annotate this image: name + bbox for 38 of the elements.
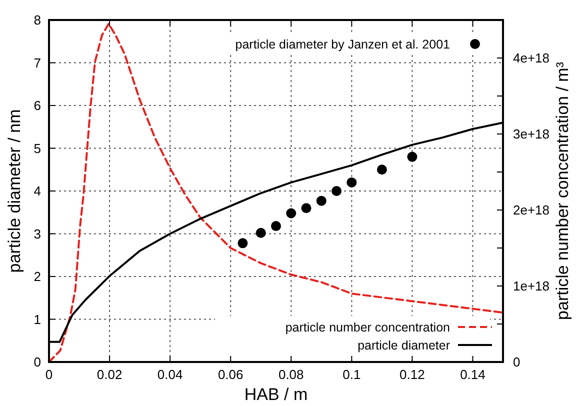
- point: [238, 238, 248, 248]
- point: [301, 203, 312, 214]
- y2-tick-label: 4e+18: [513, 50, 550, 66]
- y-tick-label: 8: [34, 12, 41, 28]
- x-axis-title: HAB / m: [244, 385, 308, 404]
- legend-label: particle diameter by Janzen et al. 2001: [235, 37, 450, 52]
- y2-tick-label: 1e+18: [513, 278, 550, 294]
- x-tick-label: 0.1: [342, 367, 361, 382]
- y-tick-label: 3: [34, 226, 41, 242]
- x-tick-label: 0.12: [400, 367, 425, 382]
- y2-tick-label: 0: [513, 354, 520, 370]
- y-axis-title: particle diameter / nm: [5, 109, 24, 273]
- point: [376, 164, 387, 175]
- x-tick-label: 0.08: [278, 367, 304, 382]
- y2-tick-label: 2e+18: [513, 202, 550, 218]
- y-tick-label: 7: [34, 55, 41, 70]
- point: [271, 221, 281, 232]
- point: [286, 208, 296, 218]
- y-tick-label: 5: [34, 140, 41, 156]
- y-tick-label: 1: [34, 312, 41, 327]
- y-tick-label: 4: [34, 184, 41, 199]
- y-tick-label: 0: [34, 354, 41, 370]
- y-tick-label: 2: [34, 269, 41, 284]
- y2-tick-label: 3e+18: [513, 126, 550, 142]
- y2-axis-title: particle number concentration / m³: [553, 62, 572, 320]
- x-tick-label: 0.02: [96, 367, 122, 382]
- point: [407, 152, 418, 162]
- x-tick-label: 0.14: [460, 367, 486, 382]
- y-tick-label: 6: [34, 98, 41, 114]
- point: [346, 177, 357, 188]
- legend-label: particle diameter: [358, 338, 450, 352]
- x-tick-label: 0: [45, 367, 53, 382]
- point: [256, 228, 266, 238]
- x-tick-label: 0.04: [157, 367, 183, 382]
- point: [332, 186, 342, 196]
- point: [316, 196, 326, 206]
- x-tick-label: 0.06: [218, 367, 244, 382]
- legend-label: particle number concentration: [285, 320, 450, 334]
